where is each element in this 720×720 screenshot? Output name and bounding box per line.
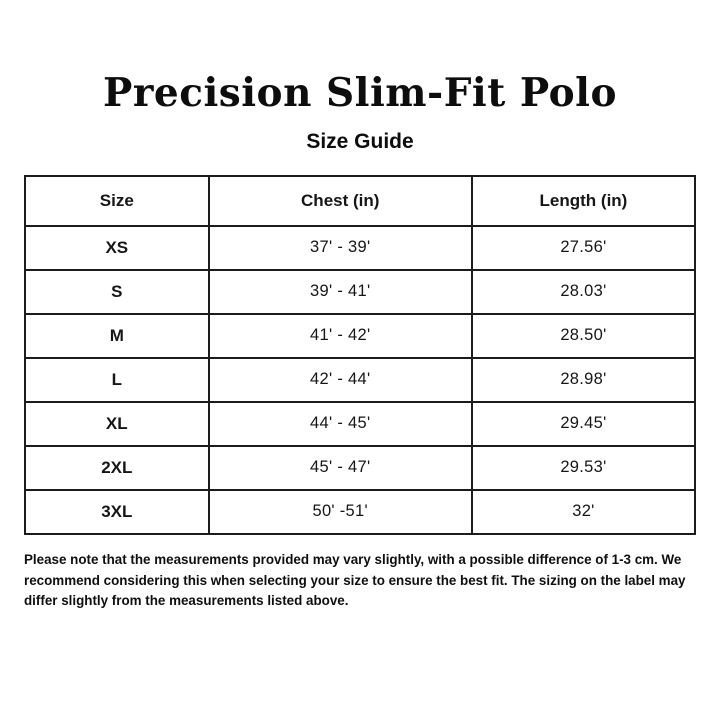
length-value: 28.98' bbox=[470, 356, 697, 403]
table-row-m: M 41' - 42' 28.50' bbox=[24, 312, 697, 359]
table-header-row: Size Chest (in) Length (in) bbox=[24, 174, 697, 227]
length-value: 27.56' bbox=[470, 224, 697, 271]
product-title: Precision Slim-Fit Polo bbox=[103, 70, 617, 116]
size-guide-heading: Size Guide bbox=[306, 129, 414, 153]
table-row-2xl: 2XL 45' - 47' 29.53' bbox=[24, 444, 697, 491]
size-label: 2XL bbox=[24, 444, 210, 491]
header-size: Size bbox=[24, 174, 210, 227]
chest-value: 42' - 44' bbox=[207, 356, 473, 403]
table-row-l: L 42' - 44' 28.98' bbox=[24, 356, 697, 403]
length-value: 28.03' bbox=[470, 268, 697, 315]
header-length: Length (in) bbox=[470, 174, 697, 227]
size-label: L bbox=[24, 356, 210, 403]
length-value: 29.53' bbox=[470, 444, 697, 491]
size-guide-table: Size Chest (in) Length (in) XS 37' - 39'… bbox=[24, 174, 697, 535]
size-label: S bbox=[24, 268, 210, 315]
chest-value: 39' - 41' bbox=[207, 268, 473, 315]
size-label: 3XL bbox=[24, 488, 210, 535]
table-row-3xl: 3XL 50' -51' 32' bbox=[24, 488, 697, 535]
table-row-xs: XS 37' - 39' 27.56' bbox=[24, 224, 697, 271]
chest-value: 41' - 42' bbox=[207, 312, 473, 359]
length-value: 32' bbox=[470, 488, 697, 535]
table-row-s: S 39' - 41' 28.03' bbox=[24, 268, 697, 315]
measurement-disclaimer: Please note that the measurements provid… bbox=[24, 551, 686, 609]
chest-value: 45' - 47' bbox=[207, 444, 473, 491]
chest-value: 44' - 45' bbox=[207, 400, 473, 447]
chest-value: 50' -51' bbox=[207, 488, 473, 535]
size-label: XL bbox=[24, 400, 210, 447]
chest-value: 37' - 39' bbox=[207, 224, 473, 271]
header-chest: Chest (in) bbox=[207, 174, 473, 227]
size-label: M bbox=[24, 312, 210, 359]
table-row-xl: XL 44' - 45' 29.45' bbox=[24, 400, 697, 447]
size-label: XS bbox=[24, 224, 210, 271]
length-value: 29.45' bbox=[470, 400, 697, 447]
length-value: 28.50' bbox=[470, 312, 697, 359]
